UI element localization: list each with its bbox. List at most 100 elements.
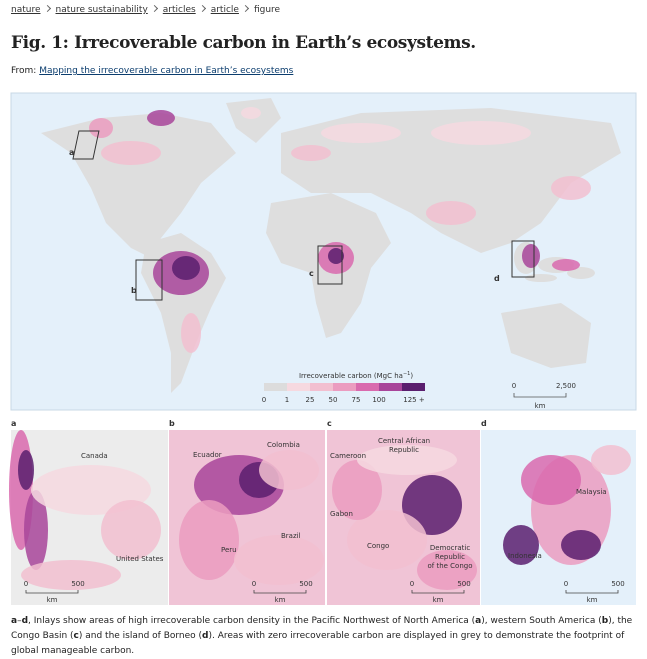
inset-box xyxy=(135,259,163,301)
carbon-patch xyxy=(181,313,201,353)
legend-label: 25 xyxy=(306,396,315,404)
carbon-patch xyxy=(241,107,261,119)
scale-label: 500 xyxy=(611,580,624,588)
place-label: Gabon xyxy=(330,510,353,518)
legend-title-sup: −1 xyxy=(403,371,410,377)
scale-bar xyxy=(513,393,567,398)
carbon-patch xyxy=(172,256,200,280)
scale-label: 500 xyxy=(457,580,470,588)
scale-bar xyxy=(565,590,619,594)
source: From: Mapping the irrecoverable carbon i… xyxy=(11,66,293,76)
scale-unit: km xyxy=(587,596,598,604)
caption-segment: a xyxy=(475,616,482,626)
caption-segment: , Inlays show areas of high irrecoverabl… xyxy=(28,616,476,626)
carbon-patch xyxy=(347,510,427,570)
scale-unit: km xyxy=(47,596,58,604)
legend-swatch xyxy=(379,383,402,391)
caption-segment: c xyxy=(73,631,79,641)
source-link[interactable]: Mapping the irrecoverable carbon in Eart… xyxy=(39,66,294,76)
place-label: Republic xyxy=(389,446,419,454)
inset-box xyxy=(72,130,100,160)
breadcrumb-item[interactable]: articles xyxy=(162,5,196,15)
carbon-patch xyxy=(402,475,462,535)
figure-title: Fig. 1: Irrecoverable carbon in Earth’s … xyxy=(11,33,476,53)
carbon-patch xyxy=(89,118,113,138)
land xyxy=(226,98,281,143)
caption-segment: ) and the island of Borneo ( xyxy=(78,631,203,641)
breadcrumb-item[interactable]: nature xyxy=(11,5,41,15)
caption-segment: ), the Congo Basin ( xyxy=(11,616,633,641)
carbon-patch xyxy=(357,445,457,475)
inset-marker: a xyxy=(69,148,74,157)
legend-label: 0 xyxy=(262,396,266,404)
scale-label: 500 xyxy=(299,580,312,588)
breadcrumb-item[interactable]: nature sustainability xyxy=(55,5,148,15)
carbon-patch xyxy=(18,450,34,490)
land xyxy=(41,113,236,258)
carbon-patch xyxy=(591,445,631,475)
place-label: United States xyxy=(116,555,164,563)
carbon-patch xyxy=(332,460,382,520)
legend-label: 75 xyxy=(352,396,361,404)
land xyxy=(501,303,591,368)
breadcrumb-item: figure xyxy=(253,5,281,15)
carbon-patch xyxy=(24,490,48,570)
place-label: Peru xyxy=(221,546,237,554)
carbon-patch xyxy=(521,455,581,505)
land xyxy=(281,108,621,253)
scale-label: 0 xyxy=(410,580,414,588)
scale-label: 0 xyxy=(564,580,568,588)
legend-title-end: ) xyxy=(410,372,413,380)
land xyxy=(525,274,557,282)
inset-marker: c xyxy=(309,269,314,278)
legend-swatch xyxy=(356,383,379,391)
scale-unit: km xyxy=(433,596,444,604)
place-label: Central African xyxy=(378,437,430,445)
breadcrumb-item[interactable]: article xyxy=(210,5,239,15)
panel-letter: a xyxy=(11,419,16,428)
carbon-patch xyxy=(431,121,531,145)
panel-letter: c xyxy=(327,419,332,428)
place-label: Ecuador xyxy=(193,451,222,459)
legend-label: 50 xyxy=(329,396,338,404)
scale-unit: km xyxy=(275,596,286,604)
place-label: Democratic xyxy=(430,544,471,552)
carbon-patch xyxy=(551,176,591,200)
panel-letter: d xyxy=(481,419,487,428)
scale-label: 500 xyxy=(71,580,84,588)
panel-letter: b xyxy=(169,419,175,428)
legend-title: Irrecoverable carbon (MgC ha−1) xyxy=(299,371,413,380)
carbon-patch xyxy=(101,500,161,560)
place-label: of the Congo xyxy=(427,562,472,570)
scale-label: 2,500 xyxy=(556,382,576,390)
caption-segment: ), western South America ( xyxy=(481,616,602,626)
place-label: Congo xyxy=(367,542,389,550)
carbon-patch xyxy=(328,248,344,264)
legend-label: 100 xyxy=(372,396,385,404)
legend-label: 125 + xyxy=(403,396,425,404)
carbon-patch xyxy=(291,145,331,161)
scale-bar xyxy=(25,590,79,594)
land xyxy=(567,267,595,279)
carbon-patch xyxy=(321,123,401,143)
caption-segment: ). Areas with zero irrecoverable carbon … xyxy=(11,631,625,656)
carbon-patch xyxy=(234,535,324,585)
legend-swatch xyxy=(287,383,310,391)
carbon-patch xyxy=(179,500,239,580)
carbon-patch xyxy=(426,201,476,225)
place-label: Brazil xyxy=(281,532,301,540)
inset-box xyxy=(317,245,343,285)
inset-marker: d xyxy=(494,274,500,283)
inset-panel: d Malaysia Indonesia 0 500 km xyxy=(481,419,636,605)
scale-bar xyxy=(253,590,307,594)
legend-swatch xyxy=(402,383,425,391)
place-label: Republic xyxy=(435,553,465,561)
carbon-patch xyxy=(552,259,580,271)
carbon-patch xyxy=(101,141,161,165)
legend-title-text: Irrecoverable carbon (MgC ha xyxy=(299,372,403,380)
inset-panel: b Ecuador Colombia Brazil Peru 0 500 km xyxy=(169,419,325,605)
caption-segment: a xyxy=(11,616,18,626)
legend-swatch xyxy=(333,383,356,391)
